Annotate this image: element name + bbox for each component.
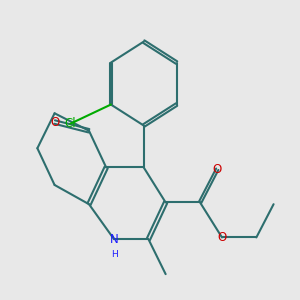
Text: O: O xyxy=(217,231,226,244)
Text: N: N xyxy=(110,233,118,246)
Text: O: O xyxy=(213,163,222,176)
Text: H: H xyxy=(111,250,117,260)
Text: O: O xyxy=(50,116,59,128)
Text: Cl: Cl xyxy=(64,117,76,130)
